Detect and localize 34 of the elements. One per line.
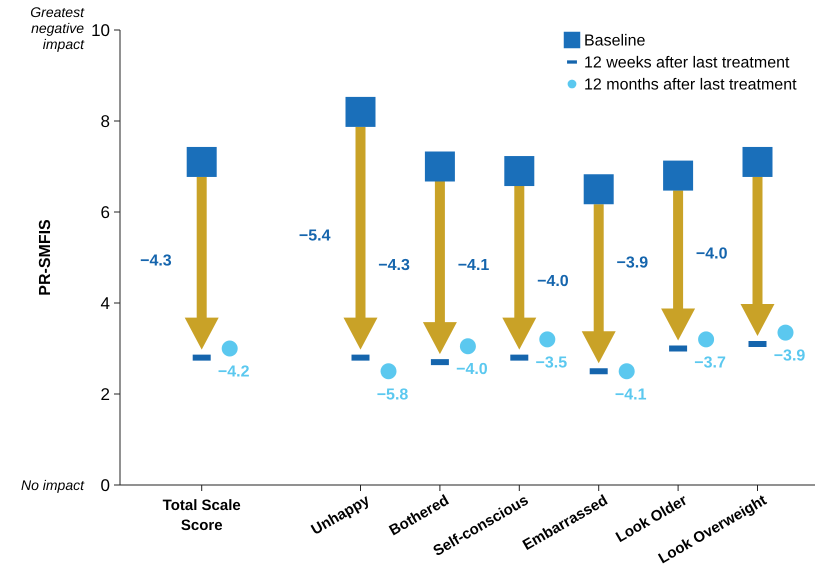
point <box>663 160 694 191</box>
annotation: −4.0 <box>456 361 488 378</box>
x-tick-label: Total Scale Score <box>162 497 241 534</box>
annotation: −4.0 <box>537 272 569 290</box>
annotation: −3.9 <box>616 254 648 272</box>
point <box>742 146 772 177</box>
point <box>424 152 455 182</box>
y-tick-label: 8 <box>100 112 110 131</box>
y-tick-label: 10 <box>91 20 110 40</box>
annotation: −5.4 <box>298 227 331 244</box>
legend-label: Baseline <box>584 32 646 50</box>
y-tick-label: 4 <box>100 294 110 313</box>
annotation: −3.9 <box>774 348 806 365</box>
annotation: −4.0 <box>696 246 728 263</box>
y-tick-label: 6 <box>100 202 110 222</box>
legend-label: 12 weeks after last treatment <box>584 54 790 72</box>
annotation: −4.3 <box>140 252 172 270</box>
y-tick-label: 0 <box>100 476 110 495</box>
annotation: −4.2 <box>218 364 250 380</box>
annotation: −3.5 <box>536 354 568 372</box>
annotation: −4.1 <box>458 256 490 274</box>
annotation: −4.3 <box>378 256 410 274</box>
annotation: −3.7 <box>694 354 726 372</box>
text: Greatest negative impact <box>30 4 86 52</box>
y-axis-title: PR-SMFIS <box>37 218 54 296</box>
annotation: −5.8 <box>376 386 408 404</box>
point <box>346 96 376 127</box>
annotation: −4.1 <box>614 386 647 404</box>
legend-label: 12 months after last treatment <box>584 76 798 94</box>
y-tick-label: 2 <box>100 384 110 404</box>
point <box>504 156 534 186</box>
point <box>186 146 217 177</box>
text: No impact <box>20 477 86 493</box>
point <box>584 174 614 204</box>
